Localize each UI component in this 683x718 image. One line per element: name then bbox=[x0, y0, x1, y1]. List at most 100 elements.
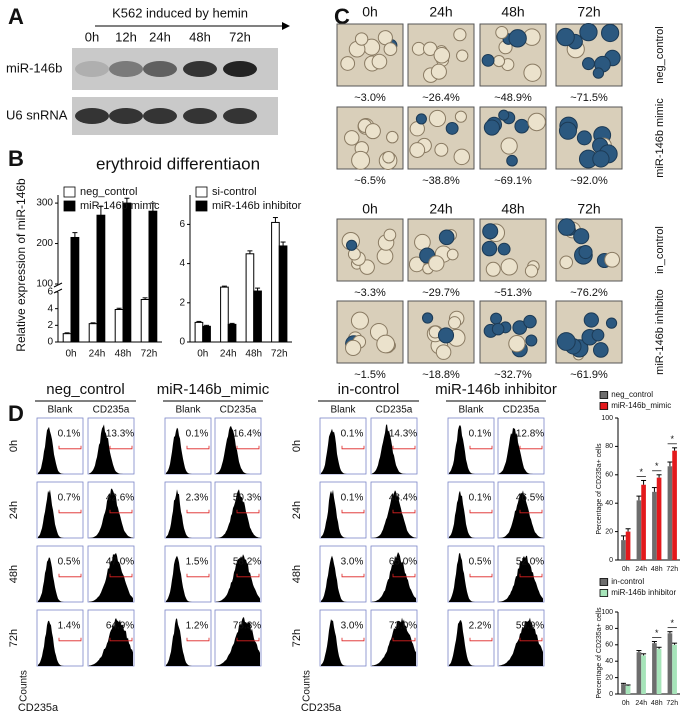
cell bbox=[592, 150, 610, 168]
legend-label: neg_control bbox=[80, 186, 138, 198]
blot-band bbox=[143, 61, 177, 77]
bar bbox=[641, 655, 646, 694]
cell bbox=[578, 245, 593, 260]
row-label: in_control bbox=[654, 226, 666, 274]
gate-percent: 52.0% bbox=[516, 557, 544, 568]
panel-label: D bbox=[8, 401, 24, 426]
cell bbox=[525, 334, 538, 347]
cell bbox=[485, 261, 501, 277]
bar bbox=[625, 531, 631, 560]
gate bbox=[186, 573, 210, 578]
stain-percent: ~18.8% bbox=[422, 369, 460, 381]
histogram bbox=[449, 490, 493, 538]
bar bbox=[70, 236, 80, 343]
time-label: 24h bbox=[429, 201, 452, 217]
gate-percent: 12.8% bbox=[516, 429, 544, 440]
gate bbox=[469, 509, 493, 514]
cell bbox=[573, 228, 590, 245]
gate bbox=[519, 445, 543, 450]
stain-percent: ~3.3% bbox=[354, 287, 386, 299]
column-header: CD235a bbox=[376, 405, 413, 416]
blot-band bbox=[75, 61, 109, 77]
row-label: neg_control bbox=[654, 26, 666, 84]
significance: * bbox=[655, 461, 659, 471]
y-tick-label: 200 bbox=[36, 238, 53, 249]
cell bbox=[453, 28, 467, 42]
bar bbox=[140, 299, 150, 343]
lane-label: 12h bbox=[115, 29, 137, 44]
gate-percent: 0.1% bbox=[186, 429, 209, 440]
column-header: Blank bbox=[458, 405, 484, 416]
y-tick-label: 0 bbox=[179, 337, 185, 348]
cell bbox=[604, 251, 621, 268]
gate bbox=[109, 445, 133, 450]
x-tick-label: 48h bbox=[651, 566, 663, 573]
cell bbox=[592, 342, 609, 358]
bar bbox=[641, 484, 646, 560]
bar bbox=[62, 333, 72, 343]
gate bbox=[392, 637, 416, 642]
gate-percent: 47.0% bbox=[106, 557, 134, 568]
gate-percent: 65.0% bbox=[389, 557, 417, 568]
y-tick-label: 100 bbox=[601, 609, 613, 616]
cell bbox=[579, 22, 598, 42]
cell bbox=[371, 53, 388, 70]
cell bbox=[582, 57, 595, 71]
gate bbox=[58, 637, 82, 642]
y-tick-label: 40 bbox=[605, 658, 613, 665]
gate bbox=[58, 573, 82, 578]
blot-band bbox=[223, 108, 257, 124]
stain-percent: ~48.9% bbox=[494, 92, 532, 104]
cell bbox=[500, 258, 518, 276]
histogram bbox=[89, 424, 133, 474]
cell bbox=[508, 335, 526, 353]
bar bbox=[245, 253, 255, 343]
chart-title: erythroid differentiaon bbox=[96, 154, 260, 173]
legend-label: miR-146b inhibitor bbox=[611, 588, 676, 597]
gate bbox=[519, 573, 543, 578]
row-label: 48h bbox=[8, 565, 20, 583]
histogram bbox=[166, 427, 210, 474]
bar bbox=[96, 214, 106, 343]
gate bbox=[58, 445, 82, 450]
bar bbox=[621, 540, 626, 560]
time-label: 24h bbox=[429, 4, 452, 20]
x-tick-label: 0h bbox=[622, 566, 630, 573]
gate-percent: 3.0% bbox=[341, 621, 364, 632]
histogram bbox=[372, 617, 416, 666]
cell bbox=[583, 312, 599, 328]
gate bbox=[109, 637, 133, 642]
cell bbox=[481, 240, 498, 257]
cell bbox=[376, 247, 394, 265]
row-label: miR-146b mimic bbox=[654, 98, 666, 178]
lane-label: 48h bbox=[189, 29, 211, 44]
histogram bbox=[321, 428, 365, 474]
x-tick-label: 24h bbox=[89, 349, 106, 360]
stain-percent: ~71.5% bbox=[570, 92, 608, 104]
y-axis-label: Percentage of CD235a+ cells bbox=[596, 607, 603, 699]
bar bbox=[88, 323, 98, 343]
histogram bbox=[38, 557, 82, 602]
column-header: Blank bbox=[175, 405, 201, 416]
histogram bbox=[321, 619, 365, 666]
stain-percent: ~1.5% bbox=[354, 369, 386, 381]
x-tick-label: 48h bbox=[115, 349, 132, 360]
cell bbox=[483, 119, 500, 136]
cell bbox=[350, 311, 369, 330]
legend-label: si-control bbox=[212, 186, 257, 198]
x-tick-label: 48h bbox=[245, 349, 262, 360]
y-tick-label: 6 bbox=[179, 219, 185, 230]
legend-label: miR-146b_mimic bbox=[611, 401, 671, 410]
cell bbox=[340, 56, 356, 71]
histogram bbox=[216, 489, 260, 538]
histogram bbox=[89, 488, 133, 538]
y-axis-label: Relative expression of miR-146b bbox=[14, 178, 28, 352]
blot-row-label: U6 snRNA bbox=[6, 107, 68, 122]
blot-band bbox=[183, 108, 217, 124]
histogram bbox=[166, 555, 210, 602]
histogram bbox=[166, 489, 210, 538]
histogram bbox=[38, 426, 82, 474]
bar bbox=[271, 221, 280, 343]
cell bbox=[482, 223, 499, 240]
cell bbox=[453, 148, 470, 166]
